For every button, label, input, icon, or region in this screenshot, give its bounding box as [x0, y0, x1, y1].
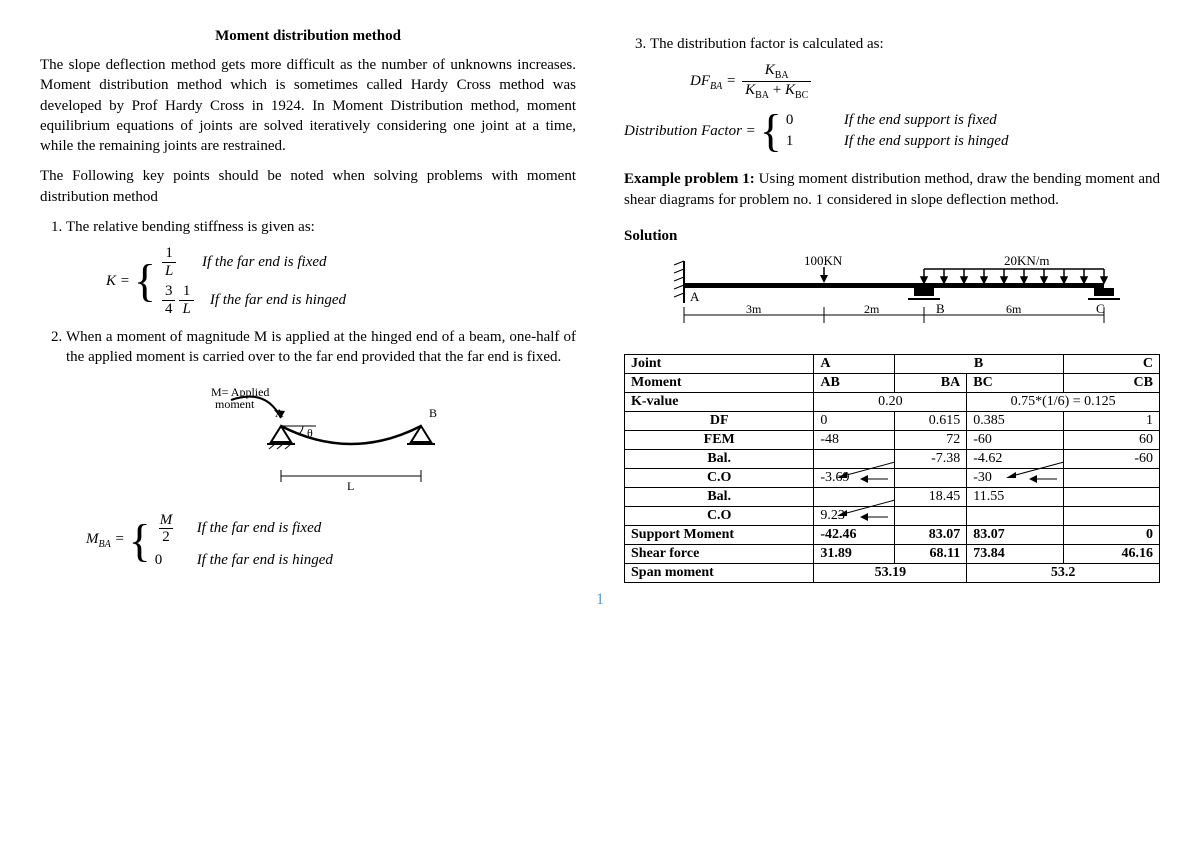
example-problem: Example problem 1: Using moment distribu… — [624, 169, 1160, 210]
mba-cases: M2 If the far end is fixed 0 If the far … — [155, 512, 333, 570]
mba-case1-cond: If the far end is fixed — [197, 518, 322, 538]
diag-L: L — [347, 479, 354, 493]
main-title: Moment distribution method — [40, 28, 576, 45]
k-brace: { — [134, 261, 156, 301]
k-case-1: 1L If the far end is fixed — [160, 245, 346, 279]
mba-formula: MBA = { M2 If the far end is fixed 0 If … — [86, 512, 576, 570]
beam-deflection-diagram: M= Applied moment A B — [171, 382, 471, 502]
dist-lhs: Distribution Factor = — [624, 123, 756, 140]
table-row-bal2: Bal. 18.45 11.55 — [625, 487, 1160, 506]
keypoint-3-text: The distribution factor is calculated as… — [650, 36, 884, 52]
mba-case1-val: M2 — [155, 512, 183, 546]
table-row-shear: Shear force 31.89 68.11 73.84 46.16 — [625, 544, 1160, 563]
dist-case-1: 0 If the end support is fixed — [786, 112, 1009, 129]
diag-A: A — [275, 406, 284, 420]
df-fraction: KBA KBA + KBC — [742, 62, 811, 101]
mba-case-2: 0 If the far end is hinged — [155, 550, 333, 570]
keypoints-list-cont: The distribution factor is calculated as… — [624, 34, 1160, 101]
table-row-span: Span moment 53.19 53.2 — [625, 563, 1160, 582]
table-row-joint: Joint A B C — [625, 354, 1160, 373]
right-column: The distribution factor is calculated as… — [624, 28, 1160, 583]
keypoint-1: The relative bending stiffness is given … — [66, 217, 576, 317]
diag-theta: θ — [307, 426, 313, 440]
k-cases: 1L If the far end is fixed 341L If the f… — [160, 245, 346, 317]
beam-A: A — [690, 289, 700, 304]
keypoint-1-text: The relative bending stiffness is given … — [66, 219, 315, 235]
k-case2-cond: If the far end is hinged — [210, 290, 346, 310]
k-formula: K = { 1L If the far end is fixed 341L — [106, 245, 576, 317]
dist-brace: { — [760, 111, 782, 151]
k-case-2: 341L If the far end is hinged — [160, 283, 346, 317]
mba-case2-val: 0 — [155, 550, 183, 570]
keypoints-intro: The Following key points should be noted… — [40, 166, 576, 207]
dist-v1: 0 — [786, 112, 800, 129]
solution-header: Solution — [624, 228, 1160, 245]
table-row-moment: Moment AB BA BC CB — [625, 373, 1160, 392]
beam-udl-load: 20KN/m — [1004, 253, 1050, 268]
k-case1-cond: If the far end is fixed — [202, 252, 327, 272]
beam-d1: 3m — [746, 302, 762, 316]
beam-d2: 2m — [864, 302, 880, 316]
table-row-bal1: Bal. -7.38 -4.62 -60 — [625, 449, 1160, 468]
beam-d3: 6m — [1006, 302, 1022, 316]
mba-brace: { — [129, 521, 151, 561]
beam-point-load: 100KN — [804, 253, 843, 268]
dist-cases: 0 If the end support is fixed 1 If the e… — [786, 112, 1009, 150]
keypoint-2: When a moment of magnitude M is applied … — [66, 327, 576, 570]
beam-layout-diagram: A 100KN 20KN/m — [624, 251, 1124, 341]
table-row-co2: C.O 9.23 — [625, 506, 1160, 525]
moment-distribution-table: Joint A B C Moment AB BA BC CB K-value 0… — [624, 354, 1160, 583]
beam-C: C — [1096, 301, 1105, 316]
k-case2-frac: 341L — [160, 283, 196, 317]
table-row-co1: C.O -3.69 -30 — [625, 468, 1160, 487]
df-formula: DFBA = KBA KBA + KBC — [690, 62, 1160, 101]
keypoint-3: The distribution factor is calculated as… — [650, 34, 1160, 101]
dist-c1: If the end support is fixed — [844, 112, 997, 129]
dist-c2: If the end support is hinged — [844, 133, 1009, 150]
df-lhs: DFBA = — [690, 71, 736, 94]
udl-arrows — [921, 269, 1107, 283]
table-row-fem: FEM -48 72 -60 60 — [625, 430, 1160, 449]
keypoint-2-text: When a moment of magnitude M is applied … — [66, 329, 576, 365]
keypoints-list: The relative bending stiffness is given … — [40, 217, 576, 570]
mba-lhs: MBA = — [86, 529, 125, 552]
distribution-factor-cases: Distribution Factor = { 0 If the end sup… — [624, 111, 1160, 151]
dist-case-2: 1 If the end support is hinged — [786, 133, 1009, 150]
page-columns: Moment distribution method The slope def… — [40, 28, 1160, 583]
diag-B: B — [429, 406, 437, 420]
intro-paragraph: The slope deflection method gets more di… — [40, 55, 576, 156]
dist-v2: 1 — [786, 133, 800, 150]
beam-B: B — [936, 301, 945, 316]
page-number: 1 — [40, 591, 1160, 609]
mba-case-1: M2 If the far end is fixed — [155, 512, 333, 546]
table-row-kvalue: K-value 0.20 0.75*(1/6) = 0.125 — [625, 392, 1160, 411]
k-lhs: K = — [106, 271, 130, 291]
left-column: Moment distribution method The slope def… — [40, 28, 576, 583]
example-label: Example problem 1: — [624, 171, 755, 187]
table-row-df: DF 0 0.615 0.385 1 — [625, 411, 1160, 430]
table-row-support: Support Moment -42.46 83.07 83.07 0 — [625, 525, 1160, 544]
k-case1-frac: 1L — [160, 245, 188, 279]
mba-case2-cond: If the far end is hinged — [197, 550, 333, 570]
